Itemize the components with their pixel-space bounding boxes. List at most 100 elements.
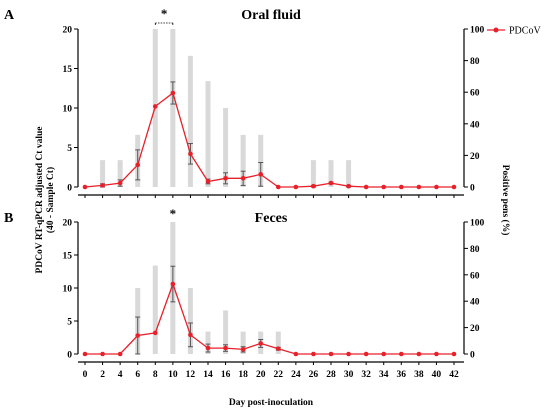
pdcov-data-point (434, 184, 439, 190)
positive-pens-bar (240, 134, 246, 187)
x-axis-label: Day post-inoculation (229, 398, 314, 408)
pdcov-data-point (363, 351, 369, 357)
x-tick-label: 12 (186, 370, 196, 380)
left-y-tick-label: 0 (67, 351, 72, 361)
positive-pens-bar (223, 108, 229, 187)
right-y-tick-label: 80 (470, 245, 480, 255)
pdcov-data-point (135, 333, 141, 338)
pdcov-data-point (328, 351, 334, 357)
x-tick-label: 34 (379, 370, 389, 380)
right-y-tick-label: 100 (470, 219, 485, 229)
x-tick-label: 10 (168, 370, 178, 380)
x-tick-label: 30 (344, 370, 354, 380)
pdcov-data-point (293, 351, 299, 357)
pdcov-data-point (223, 345, 228, 351)
pdcov-series-line (85, 282, 454, 355)
right-y-tick-label: 20 (470, 324, 480, 334)
positive-pens-bar (100, 160, 106, 187)
x-tick-label: 8 (153, 370, 158, 380)
pdcov-data-point (416, 184, 422, 190)
x-tick-label: 42 (449, 370, 459, 380)
left-y-tick-label: 10 (63, 285, 73, 295)
x-tick-label: 14 (203, 370, 213, 380)
pdcov-data-point (258, 172, 264, 177)
panel-a-oral-fluid: 0 5 10 15 20 0 20 40 60 80 100 Oral fluid A * PDCoV (4, 6, 541, 198)
y-axis-label-line2: (40 - Sample Ct) (45, 167, 56, 233)
pdcov-data-point (311, 351, 316, 357)
positive-pens-bar (205, 81, 211, 187)
x-tick-label: 0 (83, 370, 88, 380)
pdcov-data-point (117, 351, 123, 357)
panel-letter: B (4, 211, 13, 226)
x-tick-label: 24 (291, 370, 301, 380)
left-y-tick-label: 15 (63, 65, 73, 75)
panel-title: Oral fluid (241, 8, 301, 23)
pdcov-data-point (100, 183, 105, 188)
pdcov-data-point (346, 183, 351, 189)
x-tick-label: 28 (326, 370, 336, 380)
panel-letter: A (4, 8, 15, 23)
x-tick-label: 16 (221, 370, 231, 380)
left-y-tick-label: 10 (63, 105, 73, 115)
x-tick-label: 26 (309, 370, 319, 380)
pdcov-data-point (223, 176, 228, 181)
pdcov-data-point (293, 184, 299, 190)
pdcov-data-point (311, 183, 316, 189)
pdcov-data-point (170, 281, 176, 287)
pdcov-data-point (117, 180, 123, 186)
pdcov-data-point (82, 351, 88, 357)
x-tick-label: 22 (274, 370, 284, 380)
pdcov-data-point (205, 179, 211, 184)
left-y-tick-label: 5 (67, 318, 72, 328)
positive-pens-bar (240, 331, 246, 354)
pdcov-data-point (240, 347, 246, 352)
right-y-tick-label: 40 (470, 298, 480, 308)
left-y-tick-label: 20 (63, 219, 73, 229)
positive-pens-bar (310, 160, 316, 187)
positive-pens-bar (223, 310, 229, 354)
pdcov-data-point (434, 351, 439, 357)
pdcov-data-point (416, 351, 422, 357)
pdcov-data-point (100, 351, 105, 357)
right-y-tick-label: 0 (470, 184, 475, 194)
legend-label: PDCoV (509, 26, 541, 37)
x-tick-label: 40 (432, 370, 442, 380)
significance-marker: * (170, 206, 177, 221)
right-y-tick-label: 20 (470, 152, 480, 162)
positive-pens-bar (170, 29, 176, 187)
right-y-tick-label: 60 (470, 89, 480, 99)
pdcov-data-point (188, 332, 193, 338)
right-y-tick-label: 60 (470, 271, 480, 281)
positive-pens-bar (152, 265, 158, 354)
x-tick-label: 38 (414, 370, 424, 380)
positive-pens-bar (187, 55, 193, 187)
x-tick-label: 6 (135, 370, 140, 380)
significance-marker: * (161, 6, 168, 21)
right-y-tick-label: 80 (470, 57, 480, 67)
pdcov-data-point (451, 184, 457, 190)
pdcov-data-point (398, 351, 404, 357)
positive-pens-bar (275, 331, 281, 354)
pdcov-data-point (275, 346, 281, 352)
right-y-tick-label: 40 (470, 120, 480, 130)
pdcov-data-point (381, 351, 387, 357)
pdcov-data-point (398, 184, 404, 190)
pdcov-data-point (205, 345, 211, 351)
pdcov-data-point (240, 176, 246, 181)
left-y-tick-label: 5 (67, 144, 72, 154)
pdcov-data-point (275, 184, 281, 190)
right-y-tick-label: 100 (470, 26, 485, 36)
y-axis-label-line1: PDCoV RT-qPCR adjusted Ct value (35, 127, 45, 274)
positive-pens-bar (328, 160, 334, 187)
x-tick-label: 2 (100, 370, 105, 380)
pdcov-data-point (152, 104, 158, 109)
pdcov-data-point (363, 184, 369, 190)
pdcov-data-point (258, 341, 264, 346)
positive-pens-bar (346, 160, 352, 187)
panel-title: Feces (255, 211, 288, 226)
positive-pens-bar (258, 134, 264, 187)
x-tick-label: 18 (238, 370, 248, 380)
pdcov-data-point (346, 351, 351, 357)
